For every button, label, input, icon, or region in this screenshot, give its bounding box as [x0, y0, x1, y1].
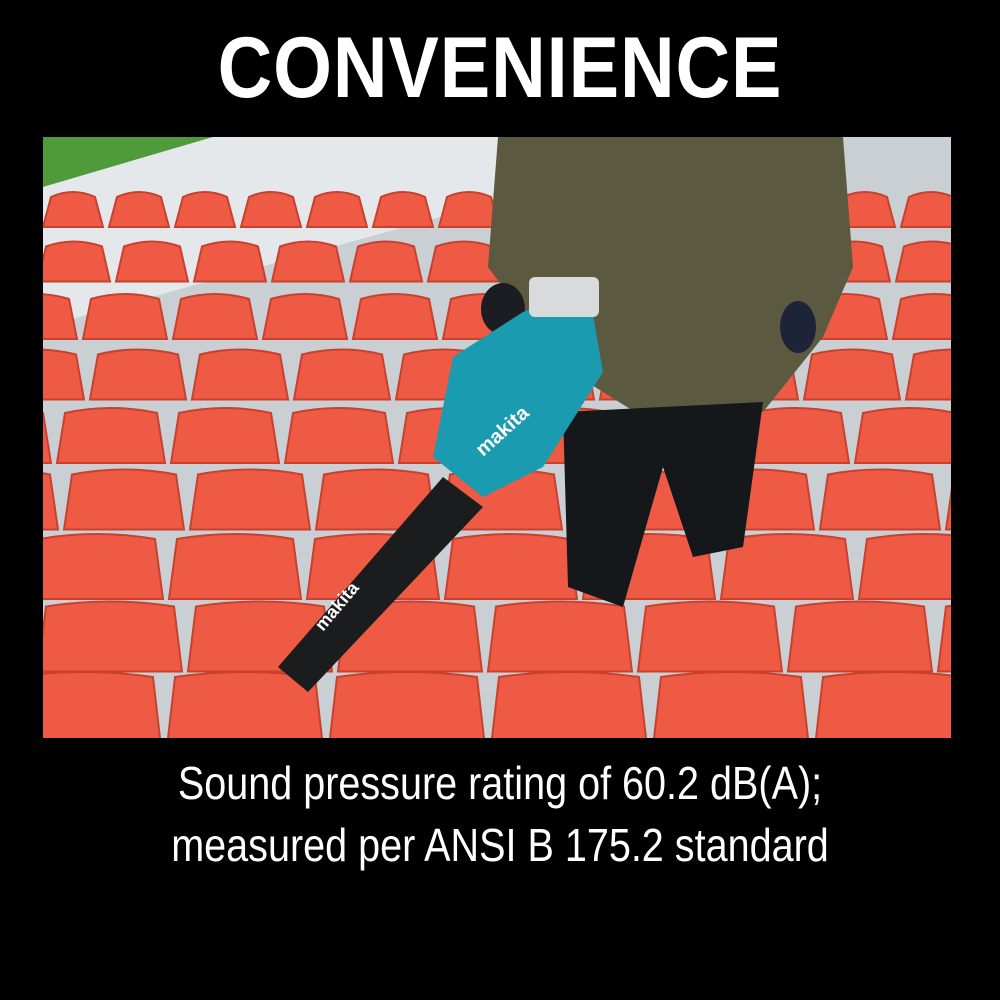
seat: [43, 240, 112, 283]
seat: [169, 407, 281, 464]
seat: [305, 191, 369, 228]
seat: [43, 411, 53, 464]
seat: [190, 348, 290, 401]
seat: [167, 533, 303, 600]
seat: [818, 468, 942, 531]
seat: [636, 600, 784, 673]
seat: [351, 293, 439, 340]
seat: [894, 240, 951, 283]
seat: [348, 240, 424, 283]
feature-title: CONVENIENCE: [217, 20, 783, 116]
seat: [43, 191, 105, 228]
seat: [853, 407, 951, 464]
seat: [43, 293, 79, 340]
seat: [173, 191, 237, 228]
seat: [192, 240, 268, 283]
seat: [857, 533, 951, 600]
seat: [443, 533, 579, 600]
stadium-blower-illustration: makita makita: [43, 137, 951, 738]
seat: [815, 671, 951, 738]
seat: [936, 604, 951, 673]
seat: [486, 600, 634, 673]
seat: [107, 191, 171, 228]
seat: [114, 240, 190, 283]
seat: [81, 293, 169, 340]
seat: [437, 191, 501, 228]
seat: [261, 293, 349, 340]
seat: [491, 671, 647, 738]
seat: [292, 348, 392, 401]
product-photo: makita makita: [43, 137, 951, 738]
seat: [802, 348, 902, 401]
seat: [188, 468, 312, 531]
seat: [43, 348, 86, 401]
seat: [283, 407, 395, 464]
caption-line-1: Sound pressure rating of 60.2 dB(A);: [177, 757, 823, 809]
seat: [314, 468, 438, 531]
seat: [62, 468, 186, 531]
seat: [904, 348, 951, 401]
caption-line-2: measured per ANSI B 175.2 standard: [171, 819, 829, 871]
seat: [55, 407, 167, 464]
seat: [899, 191, 951, 228]
seat: [329, 671, 485, 738]
seat: [786, 600, 934, 673]
seat: [270, 240, 346, 283]
caption: Sound pressure rating of 60.2 dB(A); mea…: [70, 752, 930, 876]
seat: [43, 671, 161, 738]
seat: [944, 488, 951, 531]
seat: [891, 293, 951, 340]
seat: [371, 191, 435, 228]
seat: [239, 191, 303, 228]
seat: [43, 533, 165, 600]
seat: [43, 600, 184, 673]
seat: [171, 293, 259, 340]
seat: [43, 472, 60, 531]
seat: [653, 671, 809, 738]
seat: [88, 348, 188, 401]
